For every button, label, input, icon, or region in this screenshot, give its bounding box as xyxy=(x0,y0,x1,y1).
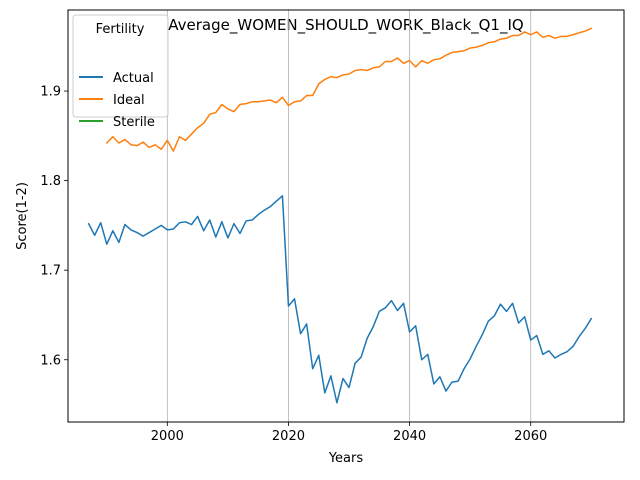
series-line-actual xyxy=(87,195,593,404)
legend: Fertility Actual Ideal Sterile xyxy=(72,14,169,130)
x-tick-label: 2000 xyxy=(151,429,184,444)
x-axis-ticks: 2000 2020 2040 2060 xyxy=(151,422,547,444)
x-tick-label: 2020 xyxy=(272,429,305,444)
y-axis-title: Score(1-2) xyxy=(15,182,30,250)
legend-title: Fertility xyxy=(96,22,145,37)
y-tick-label: 1.8 xyxy=(40,174,61,189)
plot-frame xyxy=(67,9,625,423)
series-line-ideal xyxy=(106,27,593,152)
y-tick-label: 1.6 xyxy=(40,353,61,368)
y-tick-label: 1.7 xyxy=(40,264,61,279)
legend-box xyxy=(72,14,169,118)
legend-label-actual: Actual xyxy=(113,71,154,86)
x-tick-label: 2040 xyxy=(393,429,426,444)
x-axis-title: Years xyxy=(328,451,364,466)
y-axis-ticks: 1.6 1.7 1.8 1.9 xyxy=(40,85,68,368)
x-tick-label: 2060 xyxy=(514,429,547,444)
gridlines xyxy=(166,10,532,422)
legend-label-sterile: Sterile xyxy=(113,115,155,130)
chart-title: Average_WOMEN_SHOULD_WORK_Black_Q1_IQ xyxy=(168,16,523,35)
y-tick-label: 1.9 xyxy=(40,85,61,100)
series-lines xyxy=(87,27,593,404)
legend-label-ideal: Ideal xyxy=(113,93,145,108)
